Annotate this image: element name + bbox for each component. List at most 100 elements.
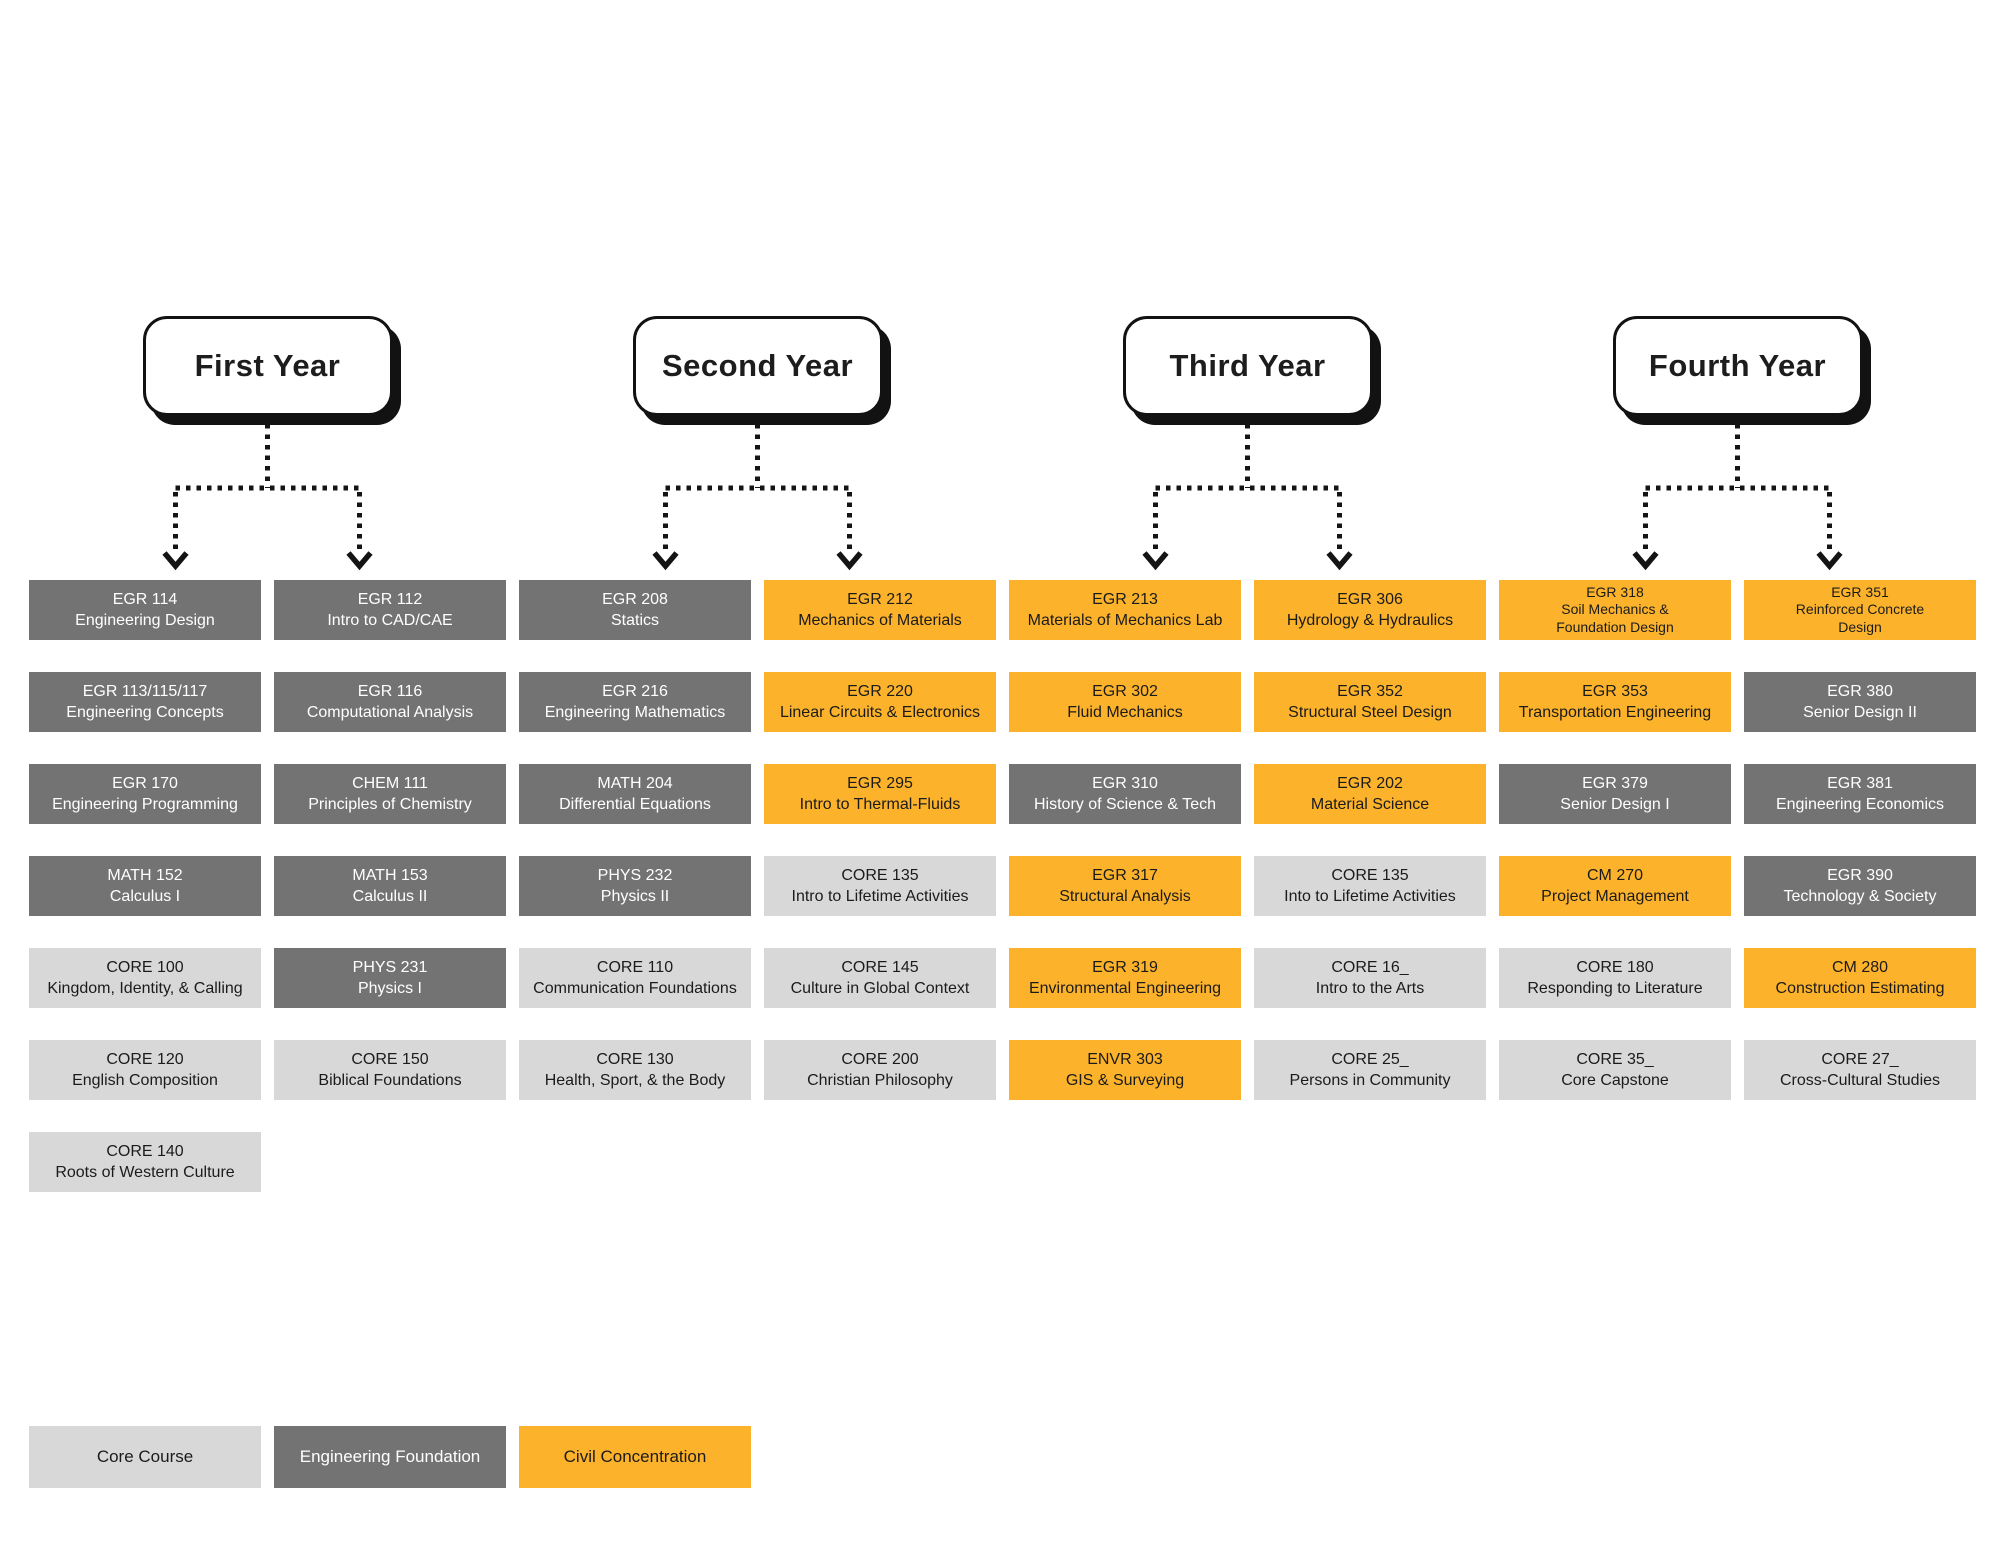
course-title: Environmental Engineering — [1028, 980, 1222, 997]
course-box: CM 270 Project Management — [1499, 856, 1731, 916]
course-code: EGR 170 — [112, 774, 178, 792]
course-box: CORE 145 Culture in Global Context — [764, 948, 996, 1008]
course-title: Christian Philosophy — [807, 1072, 953, 1089]
course-box: CHEM 111 Principles of Chemistry — [274, 764, 506, 824]
course-box: EGR 212 Mechanics of Materials — [764, 580, 996, 640]
course-code: PHYS 232 — [597, 866, 673, 884]
course-code: EGR 306 — [1337, 590, 1403, 608]
course-code: CORE 25_ — [1331, 1050, 1409, 1068]
course-box: EGR 116 Computational Analysis — [274, 672, 506, 732]
course-box: EGR 310 History of Science & Tech — [1009, 764, 1241, 824]
course-title: Hydrology & Hydraulics — [1286, 612, 1454, 629]
course-title: Material Science — [1310, 796, 1430, 813]
course-title: Structural Steel Design — [1288, 704, 1452, 721]
course-box: PHYS 232 Physics II — [519, 856, 751, 916]
course-code: EGR 379 — [1582, 774, 1648, 792]
course-box: CORE 200 Christian Philosophy — [764, 1040, 996, 1100]
year-header-fourth-year: Fourth Year — [1612, 316, 1863, 416]
course-code: CORE 130 — [596, 1050, 674, 1068]
course-title: Responding to Literature — [1527, 980, 1703, 997]
course-code: CORE 180 — [1576, 958, 1654, 976]
course-code: EGR 220 — [847, 682, 913, 700]
course-box: CORE 140 Roots of Western Culture — [29, 1132, 261, 1192]
course-box: CORE 110 Communication Foundations — [519, 948, 751, 1008]
course-box: EGR 380 Senior Design II — [1744, 672, 1976, 732]
course-title: Into to Lifetime Activities — [1284, 888, 1456, 905]
legend-item-civil: Civil Concentration — [519, 1426, 751, 1488]
course-title: Physics II — [600, 888, 670, 905]
course-code: EGR 116 — [357, 682, 423, 700]
course-box: CORE 25_ Persons in Community — [1254, 1040, 1486, 1100]
course-code: CORE 27_ — [1821, 1050, 1899, 1068]
course-code: EGR 352 — [1337, 682, 1403, 700]
course-title: Linear Circuits & Electronics — [779, 704, 981, 721]
course-title: Intro to the Arts — [1315, 980, 1425, 997]
course-box: CORE 130 Health, Sport, & the Body — [519, 1040, 751, 1100]
course-code: EGR 380 — [1827, 682, 1893, 700]
course-title: Reinforced Concrete Design — [1795, 601, 1925, 635]
course-title: Calculus I — [109, 888, 181, 905]
course-box: EGR 220 Linear Circuits & Electronics — [764, 672, 996, 732]
course-code: EGR 390 — [1827, 866, 1893, 884]
course-title: Core Capstone — [1561, 1072, 1669, 1089]
course-title: Senior Design II — [1803, 704, 1917, 721]
course-box: EGR 302 Fluid Mechanics — [1009, 672, 1241, 732]
course-box: CORE 180 Responding to Literature — [1499, 948, 1731, 1008]
course-title: Senior Design I — [1560, 796, 1670, 813]
course-box: EGR 379 Senior Design I — [1499, 764, 1731, 824]
course-box: CORE 35_ Core Capstone — [1499, 1040, 1731, 1100]
course-code: CHEM 111 — [352, 774, 428, 792]
course-code: ENVR 303 — [1087, 1050, 1163, 1068]
course-title: Mechanics of Materials — [798, 612, 962, 629]
course-box: CORE 135 Into to Lifetime Activities — [1254, 856, 1486, 916]
course-title: Communication Foundations — [533, 980, 737, 997]
course-code: EGR 208 — [602, 590, 668, 608]
year-header-third-year: Third Year — [1122, 316, 1373, 416]
course-code: EGR 212 — [847, 590, 913, 608]
course-code: CORE 120 — [106, 1050, 184, 1068]
course-box: CORE 120 English Composition — [29, 1040, 261, 1100]
course-title: Physics I — [357, 980, 422, 997]
course-code: CORE 145 — [841, 958, 919, 976]
course-title: Engineering Economics — [1775, 796, 1945, 813]
course-title: English Composition — [72, 1072, 218, 1089]
course-title: Engineering Concepts — [66, 704, 224, 721]
course-code: EGR 317 — [1092, 866, 1158, 884]
course-title: Intro to Lifetime Activities — [791, 888, 969, 905]
course-box: EGR 352 Structural Steel Design — [1254, 672, 1486, 732]
course-code: CORE 135 — [1331, 866, 1409, 884]
course-box: PHYS 231 Physics I — [274, 948, 506, 1008]
course-title: Culture in Global Context — [790, 980, 970, 997]
year-header-first-year: First Year — [142, 316, 393, 416]
course-title: Persons in Community — [1289, 1072, 1451, 1089]
course-box: EGR 216 Engineering Mathematics — [519, 672, 751, 732]
course-code: CORE 100 — [106, 958, 184, 976]
course-code: CORE 110 — [596, 958, 674, 976]
year-connector-second-year — [652, 424, 863, 571]
course-code: EGR 353 — [1582, 682, 1648, 700]
course-code: CORE 200 — [841, 1050, 919, 1068]
course-title: Fluid Mechanics — [1067, 704, 1183, 721]
course-code: EGR 318 — [1586, 584, 1644, 601]
course-box: EGR 112 Intro to CAD/CAE — [274, 580, 506, 640]
course-title: Cross-Cultural Studies — [1779, 1072, 1941, 1089]
course-code: MATH 153 — [352, 866, 428, 884]
course-title: Construction Estimating — [1775, 980, 1945, 997]
year-header-second-year: Second Year — [632, 316, 883, 416]
course-code: MATH 204 — [597, 774, 673, 792]
course-box: ENVR 303 GIS & Surveying — [1009, 1040, 1241, 1100]
course-code: EGR 213 — [1092, 590, 1158, 608]
course-code: EGR 113/115/117 — [82, 682, 208, 700]
course-box: CORE 135 Intro to Lifetime Activities — [764, 856, 996, 916]
course-title: Statics — [610, 612, 659, 629]
course-box: EGR 317 Structural Analysis — [1009, 856, 1241, 916]
course-code: EGR 302 — [1092, 682, 1158, 700]
course-title: Soil Mechanics & Foundation Design — [1556, 601, 1674, 635]
course-title: Principles of Chemistry — [308, 796, 472, 813]
course-box: EGR 319 Environmental Engineering — [1009, 948, 1241, 1008]
course-code: CORE 140 — [106, 1142, 184, 1160]
course-code: EGR 381 — [1827, 774, 1893, 792]
course-code: CORE 16_ — [1331, 958, 1409, 976]
course-code: CORE 135 — [841, 866, 919, 884]
